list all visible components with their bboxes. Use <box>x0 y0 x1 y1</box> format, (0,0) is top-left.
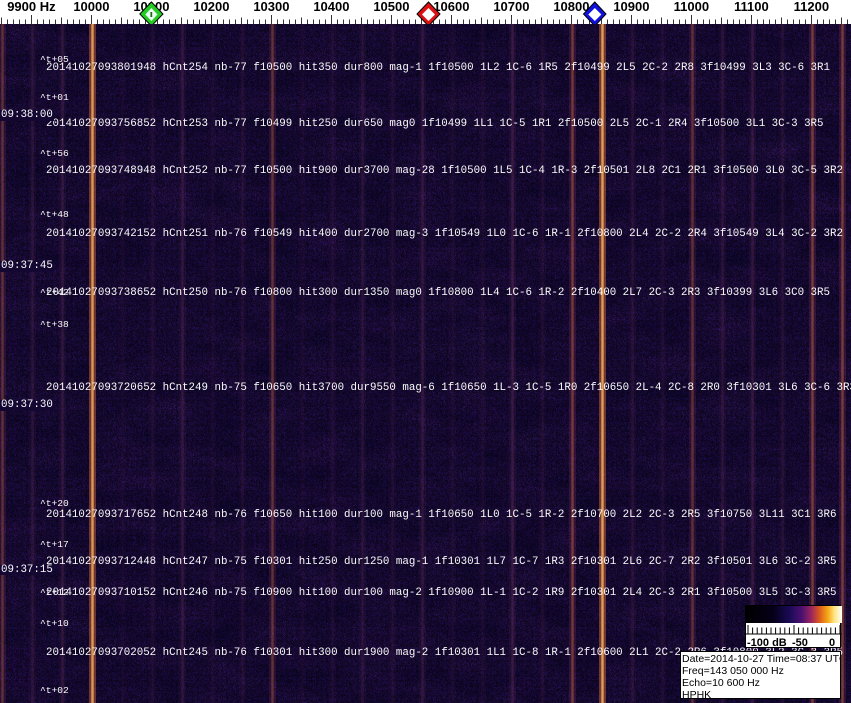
svg-text:10500: 10500 <box>373 0 409 14</box>
svg-text:-100 dB: -100 dB <box>747 637 787 649</box>
svg-text:10200: 10200 <box>193 0 229 14</box>
svg-text:10700: 10700 <box>493 0 529 14</box>
svg-text:10000: 10000 <box>73 0 109 14</box>
svg-text:10900: 10900 <box>613 0 649 14</box>
svg-text:11000: 11000 <box>674 0 709 14</box>
svg-text:10800: 10800 <box>553 0 589 14</box>
svg-text:11100: 11100 <box>734 0 769 14</box>
svg-text:10300: 10300 <box>253 0 289 14</box>
svg-text:9900 Hz: 9900 Hz <box>7 0 56 14</box>
svg-text:0: 0 <box>829 637 835 649</box>
svg-text:10400: 10400 <box>313 0 349 14</box>
svg-text:11200: 11200 <box>794 0 829 14</box>
svg-text:10600: 10600 <box>433 0 469 14</box>
svg-text:-50: -50 <box>792 637 808 649</box>
